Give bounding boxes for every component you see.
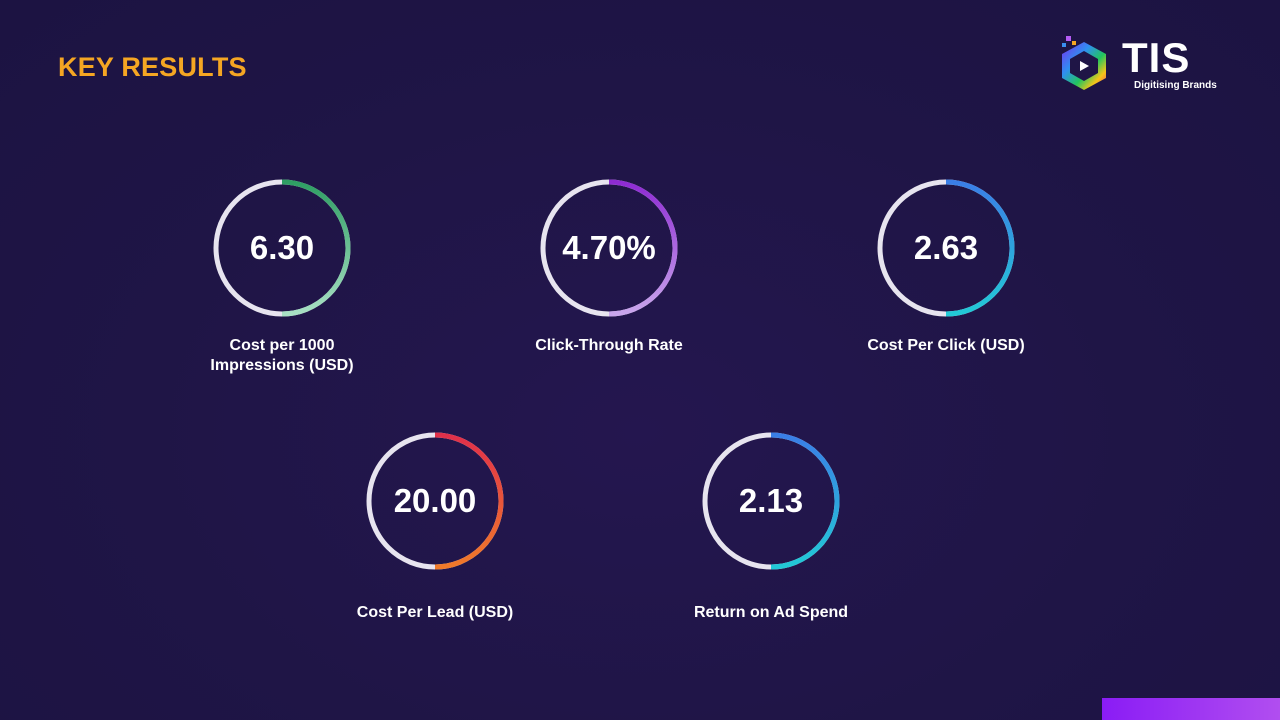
- progress-ring: [213, 179, 351, 317]
- kpi-label: Return on Ad Spend: [693, 604, 849, 621]
- accent-corner-bar: [1102, 698, 1280, 720]
- kpi-label: Cost Per Click (USD): [867, 337, 1025, 354]
- kpi-value: 4.70%: [562, 229, 656, 266]
- kpi-value: 2.13: [738, 482, 804, 519]
- kpi-label: Click-Through Rate: [535, 337, 683, 354]
- slide-title: KEY RESULTS: [58, 52, 247, 82]
- hexagon-logo-icon: [1062, 36, 1106, 90]
- progress-ring: [540, 179, 678, 317]
- kpi-label: Cost per 1000 Impressions (USD): [210, 337, 354, 374]
- kpi-value: 20.00: [393, 482, 477, 519]
- kpi-value: 6.30: [249, 229, 315, 266]
- kpi-cost-per-click: 2.63 Cost Per Click (USD): [816, 176, 1076, 396]
- kpi-click-through-rate: 4.70% Click-Through Rate: [479, 176, 739, 396]
- brand-name: TIS: [1122, 34, 1191, 81]
- kpi-cost-per-lead: 20.00 Cost Per Lead (USD): [305, 429, 565, 649]
- progress-ring: [877, 179, 1015, 317]
- kpi-value: 2.63: [913, 229, 979, 266]
- kpi-return-on-ad-spend: 2.13 Return on Ad Spend: [641, 429, 901, 649]
- progress-ring: [702, 432, 840, 570]
- brand-tagline: Digitising Brands: [1134, 80, 1217, 91]
- progress-ring: [366, 432, 504, 570]
- kpi-label: Cost Per Lead (USD): [356, 604, 514, 621]
- kpi-cost-per-1000-impressions: 6.30 Cost per 1000 Impressions (USD): [152, 176, 412, 396]
- brand-logo: TIS Digitising Brands: [1056, 34, 1236, 98]
